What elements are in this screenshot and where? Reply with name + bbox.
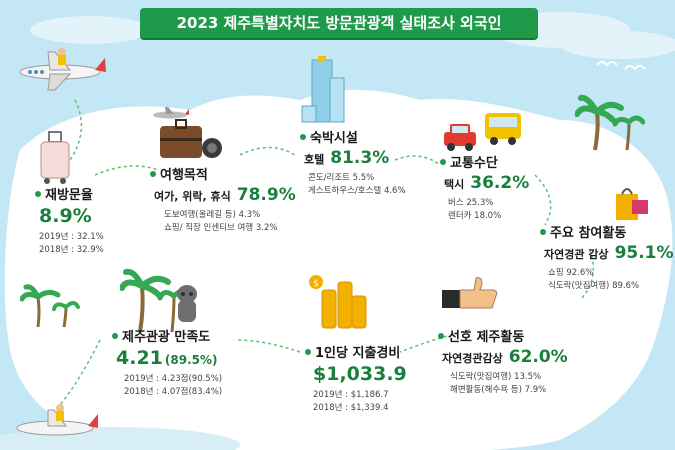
revisit-title: 재방문율	[45, 188, 93, 203]
purpose-title: 여행목적	[160, 168, 208, 183]
lodging-title: 숙박시설	[310, 131, 358, 146]
lodging-sub-2: 게스트하우스/호스텔 4.6%	[308, 186, 406, 196]
car-icon	[444, 124, 476, 151]
bullet-dot	[540, 228, 546, 235]
transport-title: 교통수단	[450, 156, 498, 171]
bullet-dot	[112, 332, 118, 339]
spending-section: 1인당 지출경비 $1,033.9 2019년 : $1,186.7 2018년…	[305, 342, 407, 415]
birds-icon	[596, 61, 646, 71]
activity-main-value: 95.1%	[614, 243, 674, 263]
lodging-section: 숙박시설 호텔 81.3% 콘도/리조트 5.5% 게스트하우스/호스텔 4.6…	[300, 127, 406, 198]
activity-main-label: 자연경관 감상	[544, 248, 609, 261]
transport-sub-1: 버스 25.3%	[448, 198, 494, 208]
thumbs-up-icon	[442, 277, 498, 309]
bullet-dot	[150, 170, 156, 177]
satisfaction-sub-2019: 2019년 : 4.23점(90.5%)	[124, 374, 223, 384]
purpose-main-label: 여가, 위락, 휴식	[154, 190, 231, 203]
lodging-main-label: 호텔	[304, 153, 325, 166]
transport-main-value: 36.2%	[470, 173, 530, 193]
lodging-main-value: 81.3%	[330, 148, 390, 168]
purpose-sub-2: 쇼핑/ 직장 인센티브 여행 3.2%	[164, 223, 278, 233]
suitcase-icon	[160, 119, 222, 158]
activity-sub-2: 식도락(맛집여행) 89.6%	[548, 281, 640, 291]
bullet-dot	[300, 133, 306, 140]
shopping-bag-icon	[616, 188, 648, 220]
satisfaction-value: 4.21	[116, 347, 163, 369]
airplane-icon	[19, 48, 106, 91]
purpose-main-value: 78.9%	[236, 185, 296, 205]
lodging-sub-1: 콘도/리조트 5.5%	[308, 173, 375, 183]
airplane-icon	[16, 404, 98, 436]
revisit-value: 8.9%	[39, 205, 92, 227]
transport-section: 교통수단 택시 36.2% 버스 25.3% 렌터카 18.0%	[440, 152, 529, 223]
coins-icon: $	[309, 275, 367, 329]
spending-value: $1,033.9	[313, 363, 407, 385]
revisit-sub-2018: 2018년 : 32.9%	[39, 245, 104, 255]
preferred-section: 선호 제주활동 자연경관감상 62.0% 식도락(맛집여행) 13.5% 해변활…	[438, 326, 568, 397]
page-title: 2023 제주특별자치도 방문관광객 실태조사 외국인	[176, 14, 502, 32]
satisfaction-sub-2018: 2018년 : 4.07점(83.4%)	[124, 387, 223, 397]
spending-sub-2019: 2019년 : $1,186.7	[313, 390, 389, 400]
activity-sub-1: 쇼핑 92.6%	[548, 268, 594, 278]
revisit-section: 재방문율 8.9% 2019년 : 32.1% 2018년 : 32.9%	[35, 184, 104, 257]
transport-sub-2: 렌터카 18.0%	[448, 211, 502, 221]
preferred-main-value: 62.0%	[508, 347, 568, 367]
luggage-icon	[40, 131, 70, 184]
activity-section: 주요 참여활동 자연경관 감상 95.1% 쇼핑 92.6% 식도락(맛집여행)…	[540, 222, 674, 293]
preferred-main-label: 자연경관감상	[442, 352, 503, 365]
purpose-sub-1: 도보여행(올레길 등) 4.3%	[164, 210, 261, 220]
stone-statue-icon	[177, 285, 197, 322]
preferred-sub-2: 해변활동(해수욕 등) 7.9%	[450, 385, 547, 395]
palm-tree-icon	[20, 284, 80, 328]
airplane-icon	[153, 107, 189, 119]
hotel-building-icon	[301, 56, 345, 123]
satisfaction-value-pct: (89.5%)	[164, 353, 218, 367]
spending-title: 1인당 지출경비	[315, 346, 401, 361]
satisfaction-section: 제주관광 만족도 4.21 (89.5%) 2019년 : 4.23점(90.5…	[112, 326, 222, 399]
palm-tree-icon	[575, 94, 645, 151]
bus-icon	[485, 113, 521, 145]
bullet-dot	[35, 190, 41, 197]
page-title-banner: 2023 제주특별자치도 방문관광객 실태조사 외국인	[140, 8, 538, 38]
revisit-sub-2019: 2019년 : 32.1%	[39, 232, 104, 242]
transport-main-label: 택시	[444, 178, 465, 191]
bullet-dot	[440, 158, 446, 165]
bullet-dot	[305, 348, 311, 355]
purpose-section: 여행목적 여가, 위락, 휴식 78.9% 도보여행(올레길 등) 4.3% 쇼…	[150, 164, 296, 235]
preferred-sub-1: 식도락(맛집여행) 13.5%	[450, 372, 542, 382]
preferred-title: 선호 제주활동	[448, 330, 525, 345]
spending-sub-2018: 2018년 : $1,339.4	[313, 403, 389, 413]
svg-text:$: $	[313, 279, 319, 289]
satisfaction-title: 제주관광 만족도	[122, 330, 211, 345]
bullet-dot	[438, 332, 444, 339]
activity-title: 주요 참여활동	[550, 226, 627, 241]
